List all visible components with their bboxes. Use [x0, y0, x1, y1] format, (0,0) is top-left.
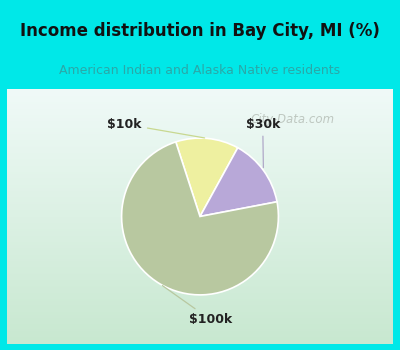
Wedge shape: [122, 142, 278, 295]
Wedge shape: [176, 138, 238, 216]
Text: Income distribution in Bay City, MI (%): Income distribution in Bay City, MI (%): [20, 22, 380, 40]
Text: $30k: $30k: [246, 118, 280, 168]
Text: American Indian and Alaska Native residents: American Indian and Alaska Native reside…: [60, 64, 340, 77]
Wedge shape: [200, 148, 277, 216]
Text: $10k: $10k: [108, 118, 205, 138]
Text: City-Data.com: City-Data.com: [250, 113, 335, 126]
Text: $100k: $100k: [162, 286, 232, 326]
